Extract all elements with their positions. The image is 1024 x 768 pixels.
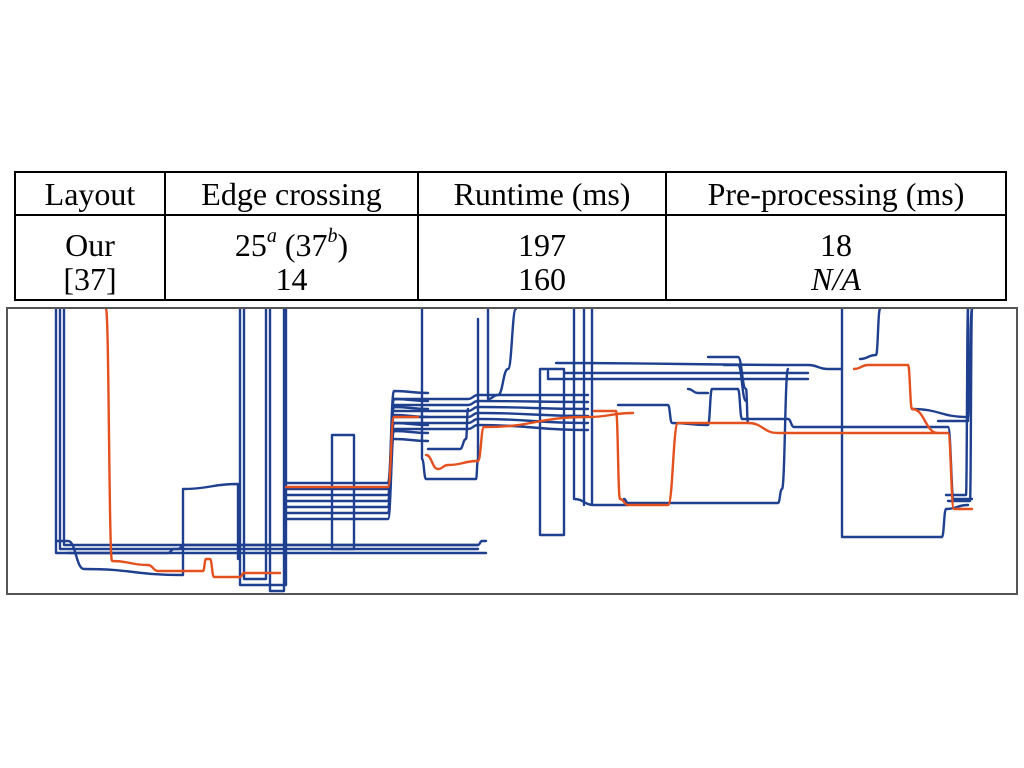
storyline [62, 309, 488, 547]
footnote-marker-b: b [327, 225, 338, 248]
highlight-storyline [424, 411, 635, 471]
storyline [840, 309, 970, 539]
storyline [268, 309, 286, 593]
edge-crossing-alt-open: (37 [276, 227, 328, 263]
footnote-marker-a: a [266, 225, 277, 248]
storyline [284, 437, 430, 521]
storyline [486, 309, 518, 401]
storyline [426, 407, 470, 451]
cell-edge-crossing: 14 [164, 263, 419, 301]
highlight-storyline [592, 409, 974, 511]
storyline [242, 309, 268, 581]
storyline [546, 369, 810, 381]
storyline [936, 309, 970, 423]
storyline [858, 309, 882, 361]
results-table: Layout Edge crossing Runtime (ms) Pre-pr… [14, 171, 1007, 301]
highlight-storyline [284, 415, 420, 489]
storyline [238, 309, 288, 587]
storyline [538, 367, 566, 537]
cell-edge-crossing: 25a (37b) [164, 215, 419, 263]
cell-runtime: 160 [417, 263, 667, 301]
storyline [722, 363, 748, 403]
storyline [706, 355, 750, 425]
cell-layout: [37] [14, 263, 166, 301]
table-body: Our 25a (37b) 197 18 [37] 14 160 N/A [14, 215, 1007, 301]
storyline [420, 309, 480, 481]
storyline [686, 387, 710, 395]
edge-crossing-value: 25 [234, 227, 267, 263]
table-row: [37] 14 160 N/A [14, 263, 1007, 301]
cell-runtime: 197 [417, 215, 667, 263]
highlight-storyline [104, 309, 282, 579]
storyline [946, 309, 974, 503]
cell-preprocessing: 18 [665, 215, 1007, 263]
storyline [54, 482, 240, 577]
cell-preprocessing: N/A [665, 263, 1007, 301]
storyline [622, 367, 790, 505]
storyline [554, 361, 844, 371]
highlight-storyline [852, 363, 940, 435]
cell-layout: Our [14, 215, 166, 263]
storyline [330, 433, 356, 551]
header-preprocessing: Pre-processing (ms) [665, 171, 1007, 216]
storyline-figure [6, 307, 1018, 595]
storyline [616, 387, 974, 501]
storyline [284, 405, 430, 497]
table-row: Our 25a (37b) 197 18 [14, 215, 1007, 263]
table-header-row: Layout Edge crossing Runtime (ms) Pre-pr… [14, 171, 1007, 216]
storyline-plot [54, 309, 974, 593]
storyline [910, 309, 974, 419]
storyline [572, 309, 630, 507]
storyline [284, 397, 430, 491]
storyline [944, 309, 970, 497]
header-runtime: Runtime (ms) [417, 171, 667, 216]
table-header: Layout Edge crossing Runtime (ms) Pre-pr… [14, 171, 1007, 216]
header-layout: Layout [14, 171, 166, 216]
header-edge-crossing: Edge crossing [164, 171, 419, 216]
edge-crossing-alt-close: ) [337, 227, 349, 263]
